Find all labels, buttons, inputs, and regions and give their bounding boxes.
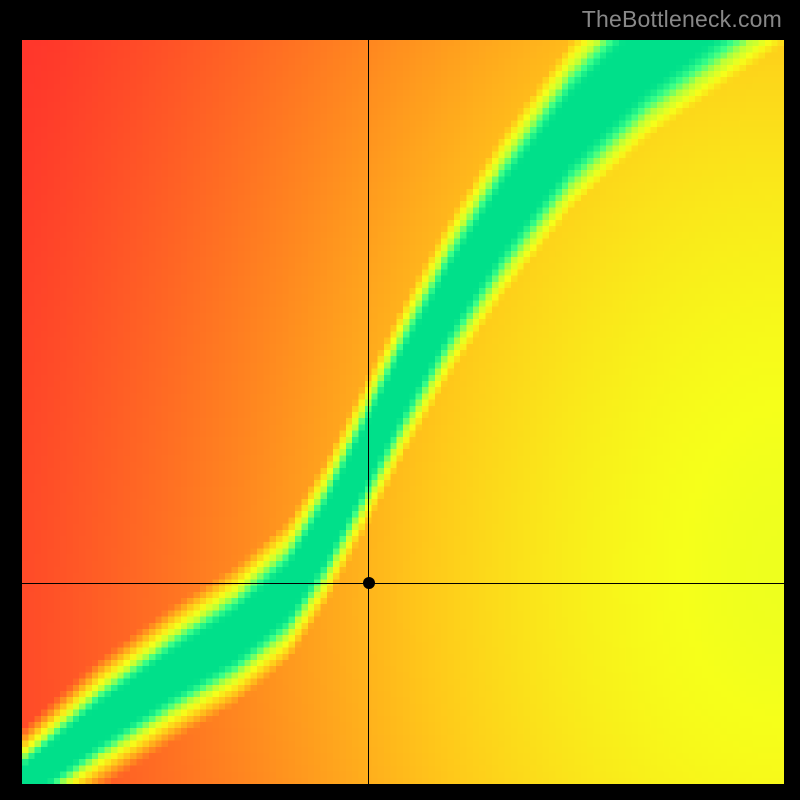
crosshair-vertical [368, 40, 369, 784]
crosshair-horizontal [22, 583, 784, 584]
chart-root: TheBottleneck.com [0, 0, 800, 800]
bottleneck-heatmap [22, 40, 784, 784]
crosshair-marker [363, 577, 375, 589]
watermark-text: TheBottleneck.com [582, 6, 782, 33]
